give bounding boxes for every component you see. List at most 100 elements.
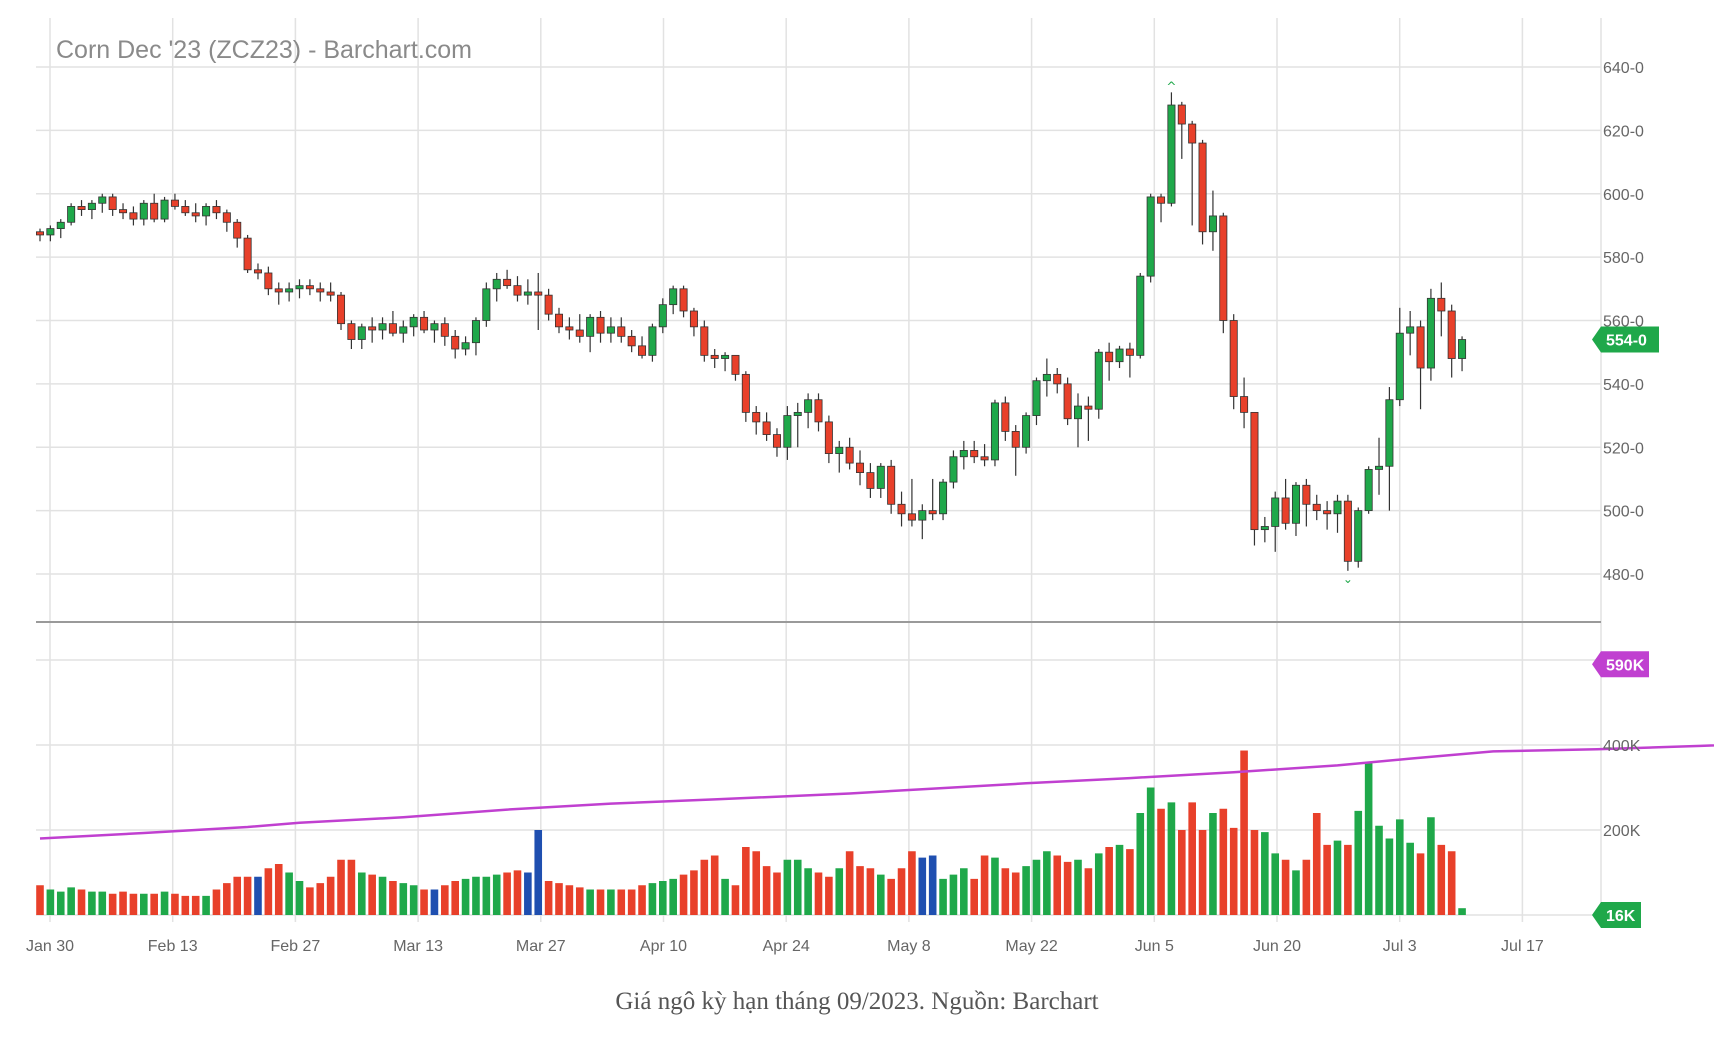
candles — [36, 92, 1467, 571]
open-interest-line — [39, 744, 1714, 840]
volume-bar — [129, 893, 138, 915]
price-tick-label: 520-0 — [1603, 440, 1644, 457]
volume-bar — [1364, 762, 1373, 915]
candle-body — [119, 209, 128, 214]
volume-bar — [679, 874, 688, 915]
candle — [721, 352, 730, 372]
candle-body — [783, 415, 792, 448]
volume-bar — [1094, 853, 1103, 915]
volume-bar — [1188, 802, 1196, 915]
volume-bar — [1458, 908, 1466, 915]
candle — [804, 393, 813, 429]
volume-bar — [690, 870, 698, 915]
candle-body — [845, 446, 854, 464]
candle — [1281, 478, 1290, 530]
volume-bar — [1157, 808, 1165, 915]
candle-body — [1074, 405, 1083, 420]
candle-body — [1240, 396, 1249, 413]
volume-bar — [1323, 844, 1331, 915]
volume-bar — [368, 874, 376, 915]
volume-bar — [659, 881, 667, 915]
price-tick-label: 500-0 — [1603, 504, 1644, 521]
candle — [1125, 342, 1134, 378]
candle — [274, 282, 283, 305]
candle — [1167, 92, 1176, 207]
candle — [119, 203, 128, 220]
candle — [866, 463, 875, 498]
volume-bar — [1115, 844, 1124, 915]
candle-body — [876, 465, 885, 489]
candle-body — [471, 320, 480, 344]
candle-body — [752, 411, 761, 423]
candle-body — [1001, 402, 1010, 432]
price-grid — [36, 66, 1601, 575]
candle — [1011, 425, 1020, 476]
volume-bar — [1032, 859, 1041, 915]
date-tick-label: Mar 27 — [516, 938, 566, 955]
volume-bar — [1043, 851, 1051, 915]
candle-body — [1229, 320, 1238, 397]
candle-body — [1219, 215, 1228, 321]
price-tick-label: 560-0 — [1603, 314, 1644, 331]
candle — [482, 282, 491, 327]
volume-bar — [98, 891, 107, 915]
volume-bar — [212, 889, 221, 915]
volume-bar — [814, 872, 823, 915]
candle-body — [856, 462, 865, 474]
candle-body — [409, 316, 418, 328]
price-tick-label: 600-0 — [1603, 187, 1644, 204]
candle-body — [669, 288, 678, 306]
candle-body — [1333, 500, 1342, 515]
candle — [1312, 494, 1321, 521]
volume-bar — [835, 868, 844, 915]
volume-bar — [1271, 853, 1280, 915]
last-price-badge-shape — [1592, 326, 1659, 353]
low-marker: ⌄ — [1343, 572, 1353, 586]
volume-bar — [1240, 750, 1248, 915]
date-tick-label: Jun 5 — [1135, 938, 1174, 955]
volume-bar — [461, 878, 470, 915]
candle — [471, 317, 480, 356]
candle-body — [1146, 196, 1155, 277]
candle — [627, 330, 636, 353]
volume-bar — [1053, 855, 1062, 915]
candle-body — [1032, 380, 1041, 416]
volume-bar — [1375, 825, 1383, 915]
volume-bar — [960, 868, 968, 915]
volume-bar — [1344, 844, 1352, 915]
volume-bar — [991, 857, 999, 915]
candle-body — [1042, 373, 1051, 382]
date-tick-label: May 22 — [1005, 938, 1058, 955]
open-interest-badge-shape — [1592, 651, 1649, 678]
candle — [876, 463, 885, 498]
candle-body — [1063, 383, 1072, 420]
volume-bar — [171, 893, 179, 915]
candle — [243, 234, 252, 273]
candle — [513, 276, 522, 302]
volume-bar — [1312, 813, 1321, 915]
volume-bar — [928, 855, 937, 915]
volume-badge-shape — [1592, 902, 1641, 928]
volume-bar — [108, 893, 117, 915]
date-tick-label: Feb 27 — [270, 938, 320, 955]
candle — [1146, 193, 1155, 283]
candle — [1260, 516, 1269, 543]
high-marker: ^ — [1166, 79, 1176, 93]
volume-bar — [565, 885, 574, 915]
open-interest-badge: 590K — [1592, 651, 1649, 678]
volume-bar — [1209, 813, 1217, 915]
candle-body — [1022, 415, 1031, 448]
price-tick-label: 540-0 — [1603, 377, 1644, 394]
candle — [555, 307, 564, 334]
candle — [1406, 310, 1415, 356]
candle — [1385, 387, 1394, 511]
volume-bar — [513, 870, 522, 915]
volume-bar — [1427, 817, 1435, 915]
candle-body — [1343, 500, 1352, 562]
candle — [1250, 411, 1259, 546]
candle — [897, 491, 906, 527]
candle — [835, 440, 844, 473]
candle-body — [804, 399, 813, 413]
candle — [326, 282, 335, 302]
candle — [202, 203, 211, 226]
